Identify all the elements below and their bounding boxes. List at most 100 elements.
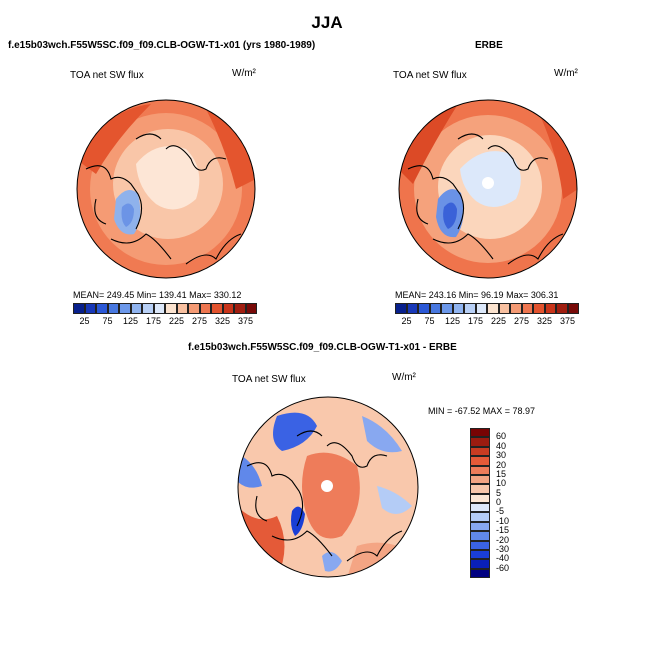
colorbar-swatch	[470, 456, 490, 466]
colorbar-swatch	[470, 465, 490, 475]
colorbar-tick-label: 375	[237, 316, 254, 326]
coastline	[85, 133, 242, 265]
colorbar-swatch	[470, 549, 490, 560]
colorbar-left: 25 75 125 175 225 275 325 375	[73, 303, 257, 331]
panel-diff-subtitle: f.e15b03wch.F55W5SC.f09_f09.CLB-OGW-T1-x…	[188, 342, 457, 353]
panel-diff-stats: MIN = -67.52 MAX = 78.97	[428, 406, 536, 416]
colorbar-swatch	[470, 446, 490, 457]
panel-right-subtitle: ERBE	[475, 40, 503, 51]
colorbar-tick-label: -15	[496, 525, 510, 536]
colorbar-swatch	[142, 303, 154, 314]
colorbar-swatch	[441, 303, 453, 314]
map-diff	[237, 396, 419, 578]
colorbar-swatch	[487, 303, 499, 314]
panel-right-variable: TOA net SW flux	[393, 70, 467, 81]
colorbar-swatch	[176, 303, 188, 314]
colorbar-tick-label: 125	[444, 316, 461, 326]
panel-diff-units: W/m²	[392, 372, 416, 383]
colorbar-swatch	[153, 303, 165, 314]
field-negative	[273, 412, 317, 451]
colorbar-diff-ticks: 60 40 30 20 15 10 5 0 -5 -10 -15 -20 -30 -40 -60	[496, 428, 526, 578]
colorbar-swatch	[556, 303, 568, 314]
colorbar-swatch	[234, 303, 246, 314]
colorbar-swatch	[470, 540, 490, 550]
field-arctic	[136, 146, 200, 210]
colorbar-tick-label: 25	[79, 316, 90, 326]
colorbar-tick-label: 20	[496, 459, 507, 470]
colorbar-swatch	[84, 303, 96, 314]
colorbar-swatch	[567, 303, 579, 314]
colorbar-swatch	[107, 303, 119, 314]
colorbar-tick-label: 40	[496, 440, 507, 451]
colorbar-swatch	[470, 484, 490, 494]
map-right	[398, 99, 578, 279]
field-land-high	[399, 104, 458, 184]
page-title: JJA	[311, 13, 343, 32]
colorbar-tick-label: 25	[401, 316, 412, 326]
pole-hole	[321, 480, 333, 492]
field-positive	[347, 542, 418, 577]
colorbar-tick-label: 275	[513, 316, 530, 326]
colorbar-swatch	[470, 559, 490, 569]
colorbar-swatch	[452, 303, 464, 314]
colorbar-tick-label: -5	[496, 506, 505, 517]
colorbar-tick-label: -20	[496, 534, 510, 545]
colorbar-tick-label: 75	[424, 316, 435, 326]
colorbar-tick-label: 325	[536, 316, 553, 326]
colorbar-tick-label: 325	[214, 316, 231, 326]
colorbar-tick-label: 60	[496, 431, 507, 442]
colorbar-swatch	[395, 303, 407, 314]
field-land-high	[77, 104, 151, 174]
colorbar-tick-label: 125	[122, 316, 139, 326]
colorbar-swatch	[521, 303, 533, 314]
colorbar-tick-label: 375	[559, 316, 576, 326]
colorbar-swatch	[470, 512, 490, 522]
colorbar-tick-label: 10	[496, 478, 507, 489]
field-land-high	[538, 111, 577, 199]
colorbar-swatch	[406, 303, 418, 314]
pole-hole	[482, 177, 494, 189]
colorbar-swatch	[199, 303, 211, 314]
colorbar-swatch	[429, 303, 441, 314]
field-greenland-core	[443, 202, 457, 229]
panel-left-stats: MEAN= 249.45 Min= 139.41 Max= 330.12	[73, 290, 242, 300]
field-land-high	[206, 109, 255, 189]
panel-right-stats: MEAN= 243.16 Min= 96.19 Max= 306.31	[395, 290, 559, 300]
colorbar-right: 25 75 125 175 225 275 325 375	[395, 303, 579, 331]
colorbar-tick-label: 175	[467, 316, 484, 326]
colorbar-tick-label: 275	[191, 316, 208, 326]
colorbar-swatch	[470, 568, 490, 578]
colorbar-diff	[470, 428, 490, 578]
colorbar-tick-label: 225	[168, 316, 185, 326]
colorbar-swatch	[211, 303, 223, 314]
colorbar-swatch	[498, 303, 510, 314]
field-negative	[322, 552, 342, 572]
field-negative	[362, 416, 402, 453]
colorbar-swatch	[470, 474, 490, 485]
colorbar-swatch	[475, 303, 487, 314]
colorbar-tick-label: 175	[145, 316, 162, 326]
colorbar-tick-label: 0	[496, 497, 502, 507]
field-positive	[302, 452, 360, 539]
panel-left-units: W/m²	[232, 68, 256, 79]
colorbar-swatch	[245, 303, 257, 314]
colorbar-tick-label: -10	[496, 515, 510, 526]
field-negative	[238, 456, 262, 488]
coastline	[407, 133, 564, 265]
colorbar-tick-label: 75	[102, 316, 113, 326]
colorbar-swatch	[470, 521, 490, 532]
coastline	[246, 430, 403, 562]
colorbar-tick-label: -60	[496, 562, 510, 573]
map-left	[76, 99, 256, 279]
colorbar-swatch	[470, 493, 490, 503]
colorbar-swatch	[470, 503, 490, 513]
colorbar-swatch	[165, 303, 177, 314]
colorbar-tick-label: 15	[496, 468, 507, 479]
panel-diff-variable: TOA net SW flux	[232, 374, 306, 385]
colorbar-tick-label: 225	[490, 316, 507, 326]
colorbar-swatch	[418, 303, 430, 314]
field-negative	[377, 486, 412, 515]
panel-left-variable: TOA net SW flux	[70, 70, 144, 81]
colorbar-swatch	[188, 303, 200, 314]
colorbar-swatch	[130, 303, 142, 314]
